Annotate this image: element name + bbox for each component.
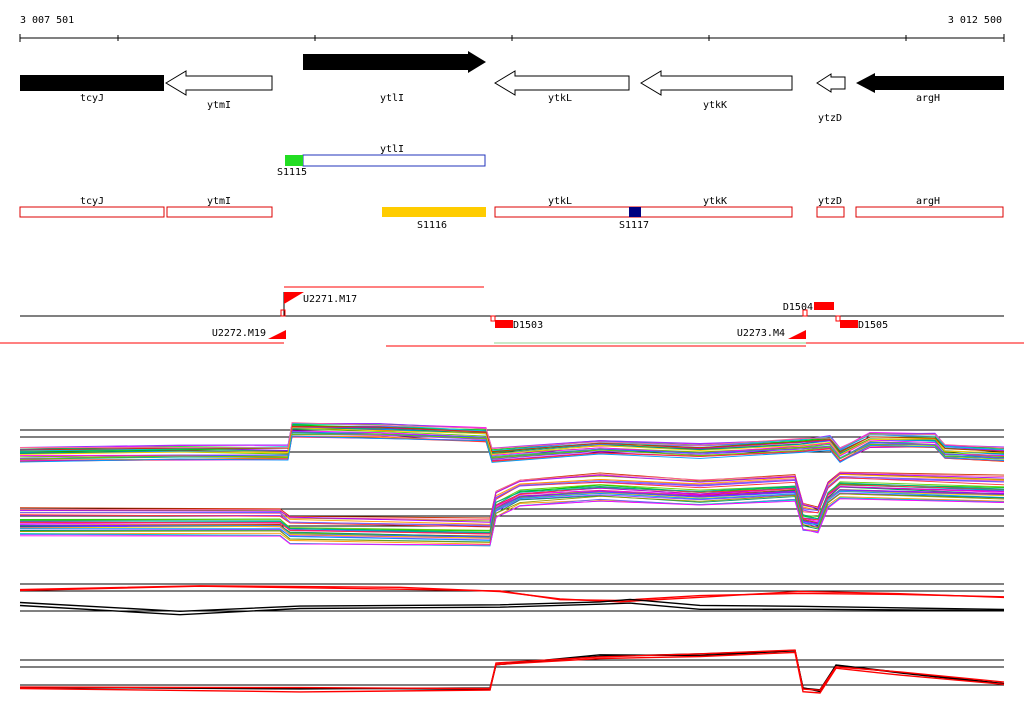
expression-trace [20, 490, 1005, 541]
feature-flag-u2273[interactable] [788, 330, 806, 339]
gene-arrow[interactable] [640, 70, 793, 96]
expression-trace [19, 497, 1005, 547]
feature-flag-d1503[interactable] [495, 320, 513, 328]
feature-flag-u2272[interactable] [268, 330, 286, 339]
gene-ytkK[interactable]: ytkK [640, 70, 793, 111]
transcript-gene-label: ytlI [380, 144, 404, 155]
gene-label: argH [916, 93, 940, 104]
segment-label: ytkK [703, 196, 727, 207]
segment-box[interactable] [494, 206, 793, 218]
feature-flag-u2271[interactable] [284, 292, 304, 304]
expression-trace [19, 427, 1005, 456]
segment-marker-s1116[interactable] [382, 207, 486, 217]
ruler-start-label: 3 007 501 [20, 15, 74, 26]
feature-label: U2273.M4 [737, 328, 785, 339]
gene-arrow[interactable] [494, 70, 630, 96]
feature-track: U2271.M17 U2272.M19 D1503 U2273.M4 D1504… [0, 286, 1024, 347]
segment-label: argH [916, 196, 940, 207]
segment-box[interactable] [816, 206, 845, 218]
expression-trace [19, 473, 1005, 525]
expression-panel-3 [19, 583, 1005, 616]
feature-tick [280, 309, 286, 317]
gene-ytzD[interactable]: ytzD [816, 73, 846, 124]
transcript-start-marker[interactable] [285, 155, 303, 166]
expression-trace [19, 472, 1005, 523]
feature-tick [802, 309, 808, 317]
gene-ytlI[interactable]: ytlI [303, 51, 486, 104]
gene-arrow[interactable] [816, 73, 846, 93]
gene-tcyJ[interactable]: tcyJ [20, 75, 164, 104]
feature-label: U2272.M19 [212, 328, 266, 339]
expression-trace [19, 602, 1005, 616]
feature-flag-d1505[interactable] [840, 320, 858, 328]
expression-panel-1 [19, 422, 1005, 463]
gene-label: ytkK [703, 100, 727, 111]
ruler: 3 007 501 3 012 500 [19, 15, 1005, 42]
segment-label: ytmI [207, 196, 231, 207]
segment-box[interactable] [855, 206, 1004, 218]
gene-arrow[interactable] [303, 51, 486, 73]
gene-label: ytlI [380, 93, 404, 104]
expression-trace [19, 651, 1005, 694]
segment-label: ytkL [548, 196, 572, 207]
expression-trace [19, 422, 1005, 449]
feature-label: D1504 [783, 302, 813, 313]
gene-arrow[interactable] [165, 70, 273, 96]
gene-arrow[interactable] [856, 73, 1004, 93]
segment-marker-label: S1116 [417, 220, 447, 231]
expression-trace [19, 431, 1005, 460]
feature-label: D1505 [858, 320, 888, 331]
expression-trace [19, 435, 1005, 463]
gene-ytkL[interactable]: ytkL [494, 70, 630, 104]
expression-trace [19, 477, 1005, 528]
segment-box[interactable] [19, 206, 165, 218]
expression-panel-2 [19, 471, 1005, 547]
expression-trace [19, 649, 1005, 691]
segment-track: tcyJ ytmI S1116 ytkL ytkK S1117 ytzD arg… [19, 196, 1004, 231]
feature-tick [835, 315, 841, 322]
segment-label: ytzD [818, 196, 842, 207]
expression-trace [19, 476, 1005, 527]
gene-label: ytzD [818, 113, 842, 124]
gene-arrow[interactable] [20, 75, 164, 91]
gene-argH[interactable]: argH [856, 73, 1004, 104]
expression-trace [19, 650, 1005, 691]
transcript-box[interactable] [302, 154, 486, 167]
expression-trace [19, 497, 1005, 547]
expression-trace [19, 493, 1005, 543]
gene-ytmI[interactable]: ytmI [165, 70, 273, 111]
segment-marker-label: S1117 [619, 220, 649, 231]
segment-marker-s1117[interactable] [629, 207, 641, 217]
transcript-start-label: S1115 [277, 167, 307, 178]
expression-trace [19, 585, 1005, 602]
gene-label: ytmI [207, 100, 231, 111]
gene-track: tcyJ ytmI ytlI ytkL ytkK ytzD ar [20, 51, 1004, 124]
feature-label: U2271.M17 [303, 294, 357, 305]
feature-flag-d1504[interactable] [814, 302, 834, 310]
expression-trace [19, 498, 1005, 546]
expression-panel-4 [19, 649, 1005, 694]
feature-tick [490, 315, 496, 322]
feature-label: D1503 [513, 320, 543, 331]
expression-trace [19, 482, 1005, 533]
expression-trace [19, 598, 1005, 613]
gene-label: ytkL [548, 93, 572, 104]
segment-label: tcyJ [80, 196, 104, 207]
gene-label: tcyJ [80, 93, 104, 104]
transcript-track: ytlI S1115 [277, 144, 486, 178]
ruler-end-label: 3 012 500 [948, 15, 1002, 26]
segment-box[interactable] [166, 206, 273, 218]
